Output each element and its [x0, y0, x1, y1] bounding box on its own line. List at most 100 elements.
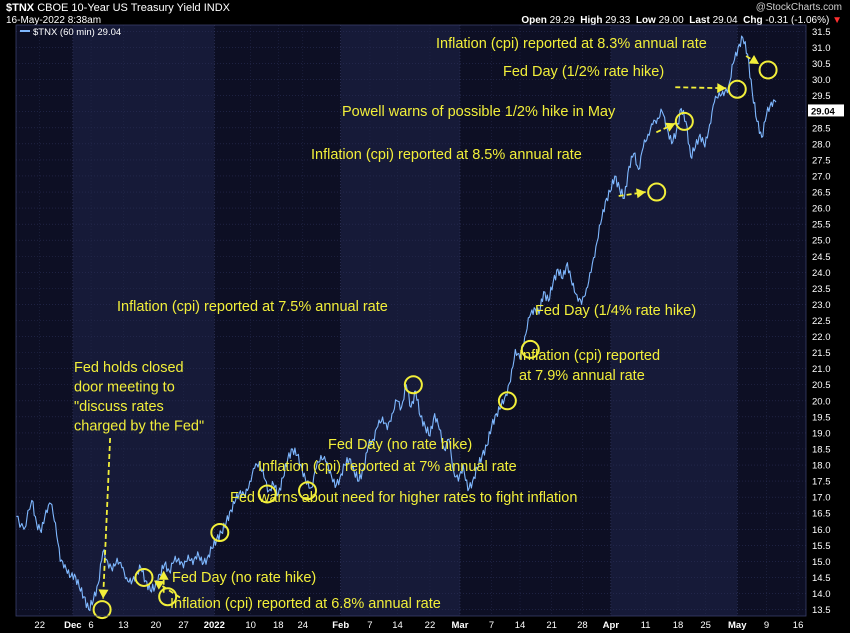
annotation-circle: [727, 79, 747, 99]
annotation-label: at 7.9% annual rate: [519, 368, 645, 384]
y-tick-label: 20.0: [812, 396, 831, 407]
y-tick-label: 18.0: [812, 461, 831, 472]
y-tick-label: 16.0: [812, 525, 831, 536]
low-value: 29.00: [658, 15, 684, 26]
y-tick-label: 24.5: [812, 252, 831, 263]
x-tick-label: 22: [425, 620, 436, 631]
y-tick-label: 13.5: [812, 605, 831, 616]
y-tick-label: 17.5: [812, 477, 831, 488]
annotation-label: Fed Day (1/4% rate hike): [535, 303, 696, 319]
annotation-label: "discuss rates: [74, 399, 164, 415]
exchange: INDX: [203, 2, 230, 14]
annotation-circle: [403, 375, 423, 395]
y-tick-label: 19.5: [812, 412, 831, 423]
watermark: @StockCharts.com: [756, 2, 842, 13]
y-tick-label: 28.5: [812, 123, 831, 134]
low-label: Low: [635, 15, 656, 26]
open-label: Open: [521, 15, 547, 26]
annotation-label: Fed Day (no rate hike): [328, 437, 472, 453]
y-tick-label: 15.5: [812, 541, 831, 552]
y-tick-label: 31.0: [812, 43, 831, 54]
annotation-arrow: [102, 437, 112, 599]
chg-label: Chg: [743, 15, 763, 26]
annotation-label: Fed Day (1/2% rate hike): [503, 64, 664, 80]
x-tick-label: 11: [641, 620, 651, 631]
x-tick-label: 6: [88, 620, 93, 631]
annotation-circle: [298, 481, 318, 501]
annotation-label: Fed warns about need for higher rates to…: [230, 490, 577, 506]
header-line-1: $TNX CBOE 10-Year US Treasury Yield INDX: [6, 2, 230, 14]
arrowhead-icon: [748, 54, 760, 64]
y-tick-label: 22.5: [812, 316, 831, 327]
x-tick-label: 18: [673, 620, 684, 631]
x-tick-label: 13: [118, 620, 129, 631]
annotation-circle: [497, 391, 517, 411]
x-tick-label: 25: [700, 620, 711, 631]
plot-frame: [15, 24, 807, 617]
arrowhead-icon: [158, 570, 169, 580]
y-tick-label: 25.5: [812, 220, 831, 231]
annotation-label: Inflation (cpi) reported: [519, 348, 660, 364]
legend: $TNX (60 min) 29.04: [20, 27, 121, 38]
last-value-label: 29.04: [811, 106, 835, 117]
y-tick-label: 30.0: [812, 75, 831, 86]
x-tick-label: Mar: [452, 620, 469, 631]
x-tick-label: Dec: [64, 620, 81, 631]
annotation-circle: [92, 600, 112, 620]
header-date: 16-May-2022 8:38am: [6, 15, 101, 26]
annotation-label: Inflation (cpi) reported at 8.5% annual …: [311, 147, 582, 163]
annotation-circle: [134, 567, 154, 587]
x-tick-label: 10: [245, 620, 256, 631]
arrowhead-icon: [98, 589, 109, 599]
security-name: CBOE 10-Year US Treasury Yield: [37, 2, 201, 14]
y-tick-label: 26.5: [812, 188, 831, 199]
x-tick-label: May: [728, 620, 747, 631]
price-line: [15, 35, 777, 612]
stockcharts-watermark: @StockCharts.com: [755, 2, 842, 13]
last-value-badge: [808, 104, 844, 117]
y-tick-label: 26.0: [812, 204, 831, 215]
arrowhead-icon: [717, 83, 727, 94]
x-tick-label: 22: [34, 620, 45, 631]
chg-value: -0.31 (-1.06%): [765, 15, 830, 26]
x-tick-label: 14: [392, 620, 403, 631]
annotation-circle: [674, 111, 694, 131]
arrowhead-icon: [636, 188, 646, 199]
annotation-label: Inflation (cpi) reported at 6.8% annual …: [170, 596, 441, 612]
y-tick-label: 15.0: [812, 557, 831, 568]
x-tick-label: 14: [515, 620, 526, 631]
symbol: $TNX: [6, 2, 35, 14]
y-tick-label: 22.0: [812, 332, 831, 343]
annotation-label: Inflation (cpi) reported at 7.5% annual …: [117, 299, 388, 315]
annotation-arrow: [618, 191, 646, 197]
x-tick-label: 21: [546, 620, 557, 631]
x-tick-label: 7: [489, 620, 494, 631]
annotation-circle: [158, 587, 178, 607]
y-tick-label: 23.5: [812, 284, 831, 295]
high-value: 29.33: [605, 15, 631, 26]
y-tick-label: 21.0: [812, 364, 831, 375]
y-tick-label: 21.5: [812, 348, 831, 359]
annotation-label: Fed Day (no rate hike): [172, 570, 316, 586]
x-tick-label: 16: [793, 620, 804, 631]
y-tick-label: 29.5: [812, 91, 831, 102]
y-tick-label: 28.0: [812, 139, 831, 150]
open-value: 29.29: [549, 15, 575, 26]
y-tick-label: 25.0: [812, 236, 831, 247]
y-tick-label: 20.5: [812, 380, 831, 391]
legend-label: $TNX (60 min) 29.04: [33, 27, 121, 38]
annotation-label: Inflation (cpi) reported at 7% annual ra…: [258, 459, 517, 475]
ohlc-readout: Open 29.29 High 29.33 Low 29.00 Last 29.…: [521, 15, 842, 26]
annotation-circle: [520, 339, 540, 359]
last-label: Last: [689, 15, 710, 26]
timestamp: 16-May-2022 8:38am: [6, 15, 102, 26]
last-value: 29.04: [712, 15, 738, 26]
arrowhead-icon: [153, 580, 165, 590]
y-tick-label: 31.5: [812, 27, 831, 38]
y-tick-label: 14.0: [812, 589, 831, 600]
down-arrow-icon: ▼: [832, 15, 842, 26]
high-label: High: [580, 15, 603, 26]
annotation-label: Fed holds closed: [74, 360, 184, 376]
x-tick-label: 27: [178, 620, 189, 631]
